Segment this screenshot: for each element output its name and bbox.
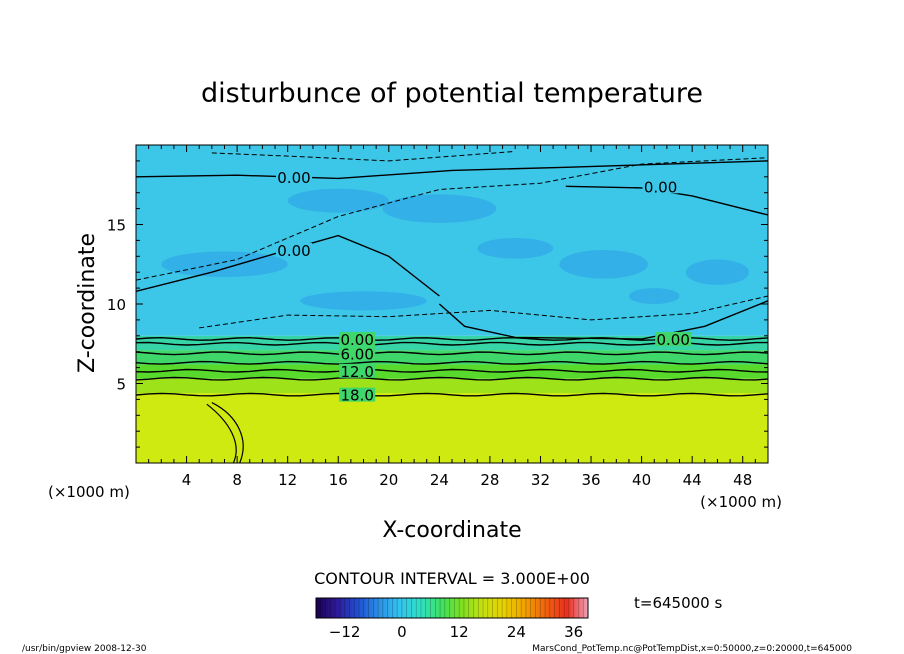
x-tick-label-40: 40 (632, 471, 651, 489)
contour-label-4: 0.00 (277, 169, 310, 187)
y-axis-label: Z-coordinate (75, 233, 100, 373)
footer-right: MarsCond_PotTemp.nc@PotTempDist,x=0:5000… (532, 644, 852, 654)
low-value-patch-5 (685, 259, 750, 285)
small-contour-loop-inner (206, 403, 237, 463)
contour-label-bg-0 (339, 331, 376, 346)
x-tick-label-20: 20 (379, 471, 398, 489)
low-value-patch-4 (559, 249, 648, 279)
low-value-patch-7 (628, 288, 680, 304)
upper-contour-1 (136, 234, 440, 297)
contour-label-bg-3 (339, 387, 376, 402)
x-unit-left: (×1000 m) (48, 483, 130, 501)
contour-line-6 (136, 392, 768, 397)
contour-label-bg-2 (339, 363, 376, 378)
x-tick-label-4: 4 (182, 471, 192, 489)
contour-label-1: 6.00 (340, 345, 373, 363)
y-tick-label-5: 5 (116, 376, 126, 394)
band-5 (136, 145, 768, 336)
contour-label-bg-1 (339, 346, 376, 361)
contour-label-bg-5 (642, 179, 679, 194)
x-tick-label-32: 32 (531, 471, 550, 489)
contour-line-3 (136, 360, 768, 365)
negative-contour-2 (211, 150, 516, 162)
contour-label-6: 0.00 (277, 242, 310, 260)
colorbar-tick-label-0: 0 (397, 623, 407, 641)
band-2 (136, 364, 768, 379)
band-3 (136, 350, 768, 365)
contour-label-bg-4 (276, 169, 312, 184)
colorbar (315, 597, 589, 619)
low-value-patch-3 (300, 291, 427, 311)
x-tick-label-28: 28 (480, 471, 499, 489)
x-tick-label-36: 36 (581, 471, 600, 489)
band-1 (136, 378, 768, 394)
contour-label-0: 0.00 (340, 331, 373, 349)
contour-line-5 (136, 376, 768, 381)
x-tick-label-8: 8 (232, 471, 242, 489)
contour-label-3: 18.0 (340, 387, 373, 405)
contour-label-5: 0.00 (644, 178, 677, 196)
colorbar-stripes (320, 598, 584, 618)
contour-line-2 (136, 351, 768, 356)
x-tick-label-48: 48 (733, 471, 752, 489)
colorbar-tick-label--12: −12 (329, 623, 361, 641)
upper-contour-0 (136, 160, 768, 180)
y-tick-label-10: 10 (107, 296, 126, 314)
contour-label-bg-7 (655, 331, 692, 346)
contour-label-7: 0.00 (656, 331, 689, 349)
low-value-patch-0 (161, 251, 288, 277)
y-tick-label-15: 15 (107, 217, 126, 235)
small-contour-loop (211, 402, 244, 463)
time-label: t=645000 s (634, 594, 722, 612)
x-tick-label-44: 44 (683, 471, 702, 489)
low-value-patch-1 (287, 188, 389, 213)
colorbar-tick-label-36: 36 (564, 623, 583, 641)
colorbar-ticks: −12 0 12 24 36 (329, 623, 583, 641)
contour-label-2: 12.0 (340, 363, 373, 381)
upper-contour-3 (438, 300, 768, 340)
contour-line-4 (136, 368, 768, 373)
colorbar-tick-label-12: 12 (450, 623, 469, 641)
x-tick-label-24: 24 (430, 471, 449, 489)
colorbar-tick-label-24: 24 (507, 623, 526, 641)
x-unit-right: (×1000 m) (700, 493, 782, 511)
x-axis-label: X-coordinate (382, 518, 521, 543)
low-value-patch-6 (477, 238, 554, 259)
contour-label-bg-6 (276, 242, 312, 257)
x-tick-label-16: 16 (329, 471, 348, 489)
x-tick-label-12: 12 (278, 471, 297, 489)
chart-title: disturbunce of potential temperature (201, 78, 703, 109)
contour-interval-label: CONTOUR INTERVAL = 3.000E+00 (314, 569, 590, 588)
negative-contour-0 (136, 157, 768, 281)
negative-contour-1 (199, 295, 768, 329)
band-0 (136, 393, 768, 463)
footer-left: /usr/bin/gpview 2008-12-30 (22, 644, 147, 654)
low-value-patch-2 (382, 194, 497, 223)
plot-field (136, 145, 768, 463)
